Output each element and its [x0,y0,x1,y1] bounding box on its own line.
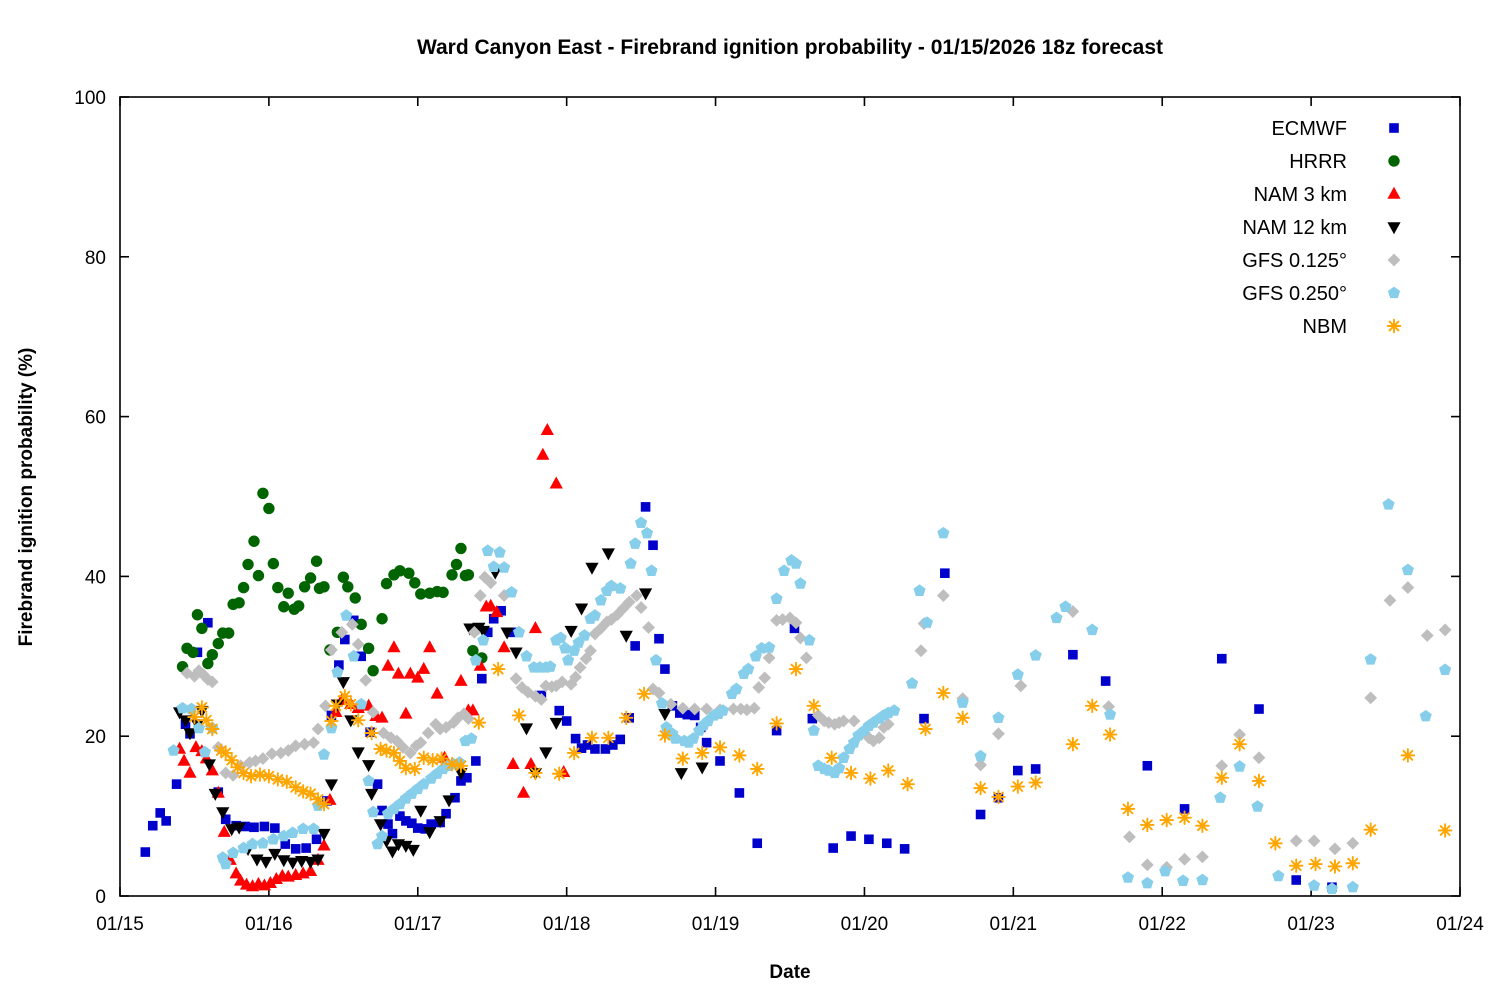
legend-label-nbm: NBM [1303,316,1347,338]
legend-entry-nam-3-km: NAM 3 km [1254,184,1401,206]
x-tick-label: 01/15 [96,914,144,935]
series-gfs-0-125- [180,570,1452,874]
legend-marker-nbm-icon [1386,318,1402,334]
legend-marker-nam-12-km-icon [1387,222,1401,235]
legend-marker-gfs-0-125--icon [1387,253,1401,267]
plot-border [119,96,1461,897]
axis-ticks: 01/15 01/16 01/17 01/18 01/19 01/20 01/21 01/22… [74,88,1484,935]
y-tick-label: 40 [85,567,106,588]
x-tick-label: 01/19 [692,914,740,935]
legend-label-nam-3-km: NAM 3 km [1254,184,1347,206]
legend-marker-ecmwf-icon [1389,123,1399,133]
chart-title: Ward Canyon East - Firebrand ignition pr… [417,36,1163,59]
legend-entry-gfs-0-125-: GFS 0.125° [1242,250,1401,272]
x-axis-label: Date [769,962,810,983]
x-tick-label: 01/21 [990,914,1038,935]
legend-marker-gfs-0-250--icon [1387,286,1401,299]
legend-label-gfs-0-250-: GFS 0.250° [1242,283,1347,305]
series-hrrr [176,487,488,677]
legend-entry-nbm: NBM [1303,316,1402,338]
y-tick-label: 60 [85,408,106,429]
data-series-root [140,422,1453,894]
y-tick-label: 20 [85,727,106,748]
legend-label-gfs-0-125-: GFS 0.125° [1242,250,1347,272]
legend-marker-hrrr-icon [1388,155,1400,167]
legend-entry-hrrr: HRRR [1289,151,1400,173]
y-tick-label: 0 [95,887,106,908]
x-tick-label: 01/22 [1138,914,1186,935]
x-tick-label: 01/16 [245,914,293,935]
plot-area [119,96,1461,897]
legend-entry-gfs-0-250-: GFS 0.250° [1242,283,1401,305]
y-tick-label: 100 [74,88,106,109]
y-axis-label: Firebrand ignition probability (%) [16,348,37,647]
x-tick-label: 01/17 [394,914,442,935]
legend-label-hrrr: HRRR [1289,151,1347,173]
legend-label-ecmwf: ECMWF [1271,118,1347,140]
y-tick-label: 80 [85,248,106,269]
x-tick-label: 01/20 [841,914,889,935]
series-gfs-0-250- [167,498,1452,894]
series-nbm [187,661,1453,874]
x-tick-label: 01/18 [543,914,591,935]
x-tick-label: 01/23 [1287,914,1335,935]
legend-entry-nam-12-km: NAM 12 km [1243,217,1401,239]
legend-label-nam-12-km: NAM 12 km [1243,217,1347,239]
x-tick-label: 01/24 [1436,914,1484,935]
legend-marker-nam-3-km-icon [1387,186,1401,199]
legend: ECMWF HRRR NAM 3 km NAM 12 km GFS 0.125° GFS … [1242,118,1402,338]
legend-entry-ecmwf: ECMWF [1271,118,1399,140]
